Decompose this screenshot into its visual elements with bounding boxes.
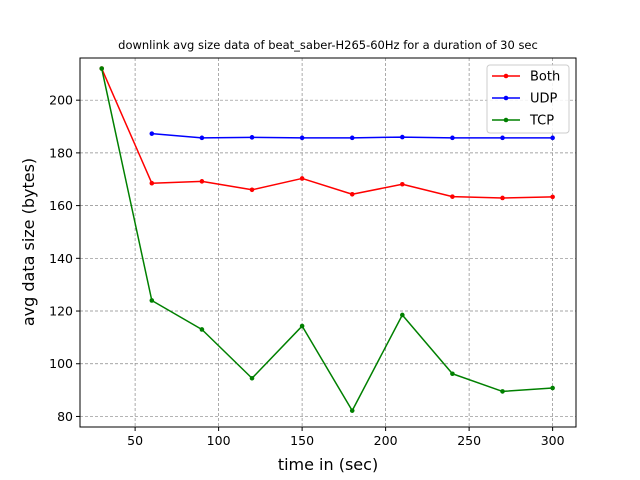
data-point-tcp: [450, 371, 455, 377]
data-point-tcp: [349, 408, 355, 413]
data-point-udp: [550, 135, 555, 141]
x-tick-label: 150: [290, 433, 314, 448]
x-axis: 50 100 150 200 250 300: [127, 427, 565, 448]
legend-marker: [503, 117, 509, 123]
y-tick-label: 120: [49, 304, 73, 319]
data-point-tcp: [299, 323, 305, 329]
y-tick-label: 200: [49, 93, 73, 108]
legend-label: TCP: [529, 114, 554, 129]
data-point-udp: [299, 135, 305, 141]
data-point-tcp: [99, 66, 105, 71]
data-point-both: [400, 181, 405, 187]
data-point-tcp: [149, 298, 155, 303]
data-point-tcp: [400, 312, 405, 318]
legend-label: UDP: [530, 92, 558, 107]
y-tick-label: 160: [49, 198, 73, 213]
chart-title: downlink avg size data of beat_saber-H26…: [118, 38, 538, 52]
data-point-tcp: [550, 385, 555, 391]
x-tick-label: 300: [541, 433, 565, 448]
data-point-both: [299, 176, 305, 181]
x-tick-label: 200: [374, 433, 398, 448]
data-point-both: [450, 194, 455, 199]
legend: Both UDP TCP: [486, 64, 570, 134]
series-line-both: [101, 68, 553, 199]
data-point-both: [249, 187, 255, 193]
legend-item-both: Both: [492, 70, 560, 85]
x-axis-label: time in (sec): [278, 455, 378, 474]
plot-frame: [79, 57, 577, 428]
data-point-udp: [500, 135, 505, 141]
x-tick-label: 50: [127, 433, 143, 448]
y-axis-label: avg data size (bytes): [19, 158, 38, 326]
data-point-udp: [400, 134, 405, 140]
series-line-tcp: [100, 68, 553, 412]
data-point-tcp: [500, 389, 505, 394]
y-tick-label: 80: [57, 409, 73, 424]
series-udp: [149, 131, 555, 141]
legend-marker: [503, 95, 509, 101]
series-layer: [99, 66, 555, 413]
x-tick-label: 100: [207, 433, 231, 448]
x-tick-label: 250: [457, 433, 481, 448]
data-point-udp: [450, 135, 455, 141]
series-tcp: [99, 66, 555, 413]
legend-item-tcp: TCP: [492, 114, 554, 129]
data-point-tcp: [199, 327, 205, 332]
y-tick-label: 140: [49, 251, 73, 266]
y-tick-label: 180: [49, 145, 73, 160]
data-point-udp: [149, 131, 155, 136]
legend-item-udp: UDP: [492, 92, 558, 107]
grid-lines: [80, 58, 576, 427]
y-axis: 80 100 120 140 160 180 200: [49, 93, 80, 424]
data-point-udp: [199, 135, 205, 141]
data-point-both: [199, 179, 205, 184]
legend-label: Both: [530, 70, 560, 85]
data-point-both: [349, 191, 355, 197]
data-point-both: [500, 195, 505, 201]
data-point-udp: [349, 135, 355, 141]
data-point-both: [550, 194, 555, 200]
y-tick-label: 100: [49, 356, 73, 371]
data-point-tcp: [249, 375, 255, 381]
data-point-udp: [249, 135, 255, 140]
legend-frame: [486, 64, 570, 134]
legend-marker: [503, 73, 509, 79]
data-point-both: [149, 180, 155, 186]
